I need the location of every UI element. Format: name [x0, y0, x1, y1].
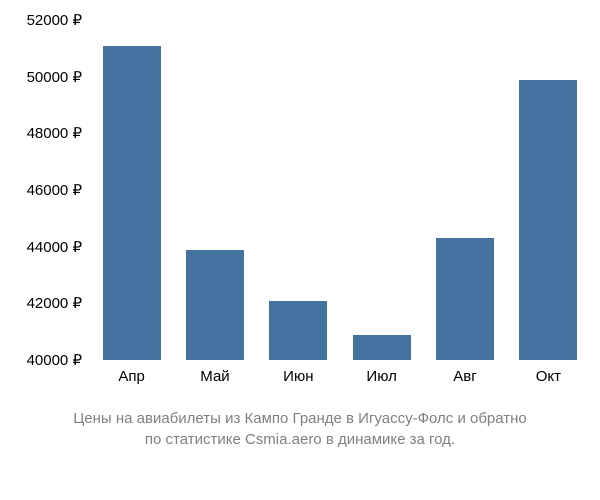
- x-tick-label: Июл: [366, 368, 396, 385]
- y-tick-label: 44000 ₽: [27, 238, 82, 256]
- bar: [269, 301, 327, 361]
- y-tick-label: 50000 ₽: [27, 68, 82, 86]
- bar: [519, 80, 577, 361]
- caption-line-2: по статистике Csmia.aero в динамике за г…: [0, 429, 600, 450]
- x-tick-label: Май: [200, 368, 229, 385]
- x-tick-label: Окт: [536, 368, 561, 385]
- bar: [186, 250, 244, 361]
- chart-caption: Цены на авиабилеты из Кампо Гранде в Игу…: [0, 408, 600, 450]
- caption-line-1: Цены на авиабилеты из Кампо Гранде в Игу…: [0, 408, 600, 429]
- y-tick-label: 40000 ₽: [27, 351, 82, 369]
- price-chart: 40000 ₽ 42000 ₽ 44000 ₽ 46000 ₽ 48000 ₽ 50000…: [0, 20, 600, 400]
- y-tick-label: 52000 ₽: [27, 11, 82, 29]
- x-tick-label: Апр: [118, 368, 144, 385]
- y-axis: 40000 ₽42000 ₽44000 ₽46000 ₽48000 ₽50000…: [0, 20, 90, 360]
- bar: [436, 238, 494, 360]
- y-tick-label: 42000 ₽: [27, 294, 82, 312]
- bar: [103, 46, 161, 361]
- x-tick-label: Июн: [283, 368, 313, 385]
- y-tick-label: 46000 ₽: [27, 181, 82, 199]
- plot-area: [90, 20, 590, 360]
- x-tick-label: Авг: [453, 368, 476, 385]
- bar: [353, 335, 411, 361]
- x-axis: Апр Май Июн Июл Авг Окт: [90, 368, 590, 398]
- y-tick-label: 48000 ₽: [27, 124, 82, 142]
